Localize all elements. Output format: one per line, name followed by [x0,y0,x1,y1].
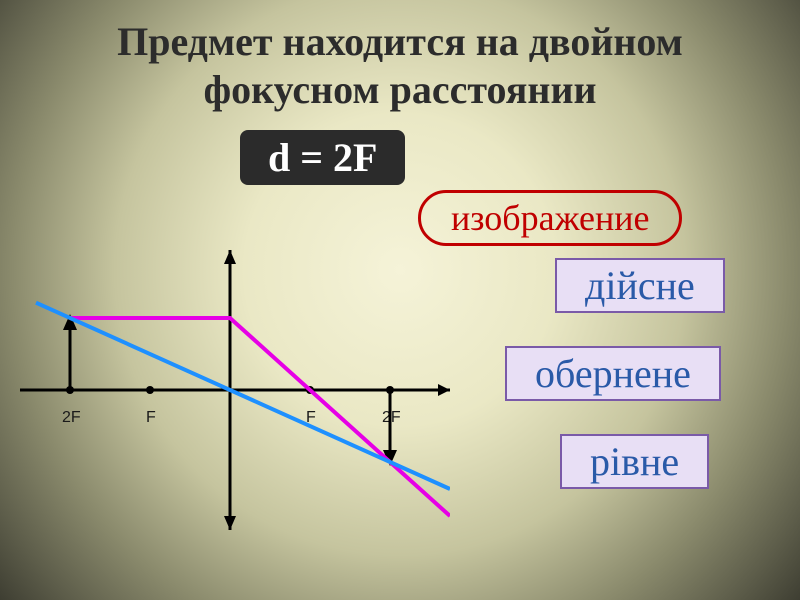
lens-diagram-svg: 2F F F 2F [10,230,450,550]
axis-label-neg-f: F [146,409,156,426]
image-pill-text: изображение [451,198,649,238]
optical-axis-arrowhead [438,384,450,396]
label-real: дійсне [555,258,725,313]
lens-top-arrow [224,250,236,264]
lens-bottom-arrow [224,516,236,530]
label-real-text: дійсне [585,263,695,308]
slide-content: Предмет находится на двойном фокусном ра… [0,0,800,600]
label-inverted-text: обернене [535,351,691,396]
label-equal: рівне [560,434,709,489]
axis-label-neg-2f: 2F [62,409,81,426]
image-pill: изображение [418,190,682,246]
label-equal-text: рівне [590,439,679,484]
lens-diagram: 2F F F 2F [10,230,450,550]
title-line-1: Предмет находится на двойном [117,19,683,64]
title-line-2: фокусном расстоянии [203,67,596,112]
label-inverted: обернене [505,346,721,401]
point-neg-f [146,386,154,394]
slide-title: Предмет находится на двойном фокусном ра… [0,18,800,114]
formula-text: d = 2F [268,135,377,180]
formula-box: d = 2F [240,130,405,185]
